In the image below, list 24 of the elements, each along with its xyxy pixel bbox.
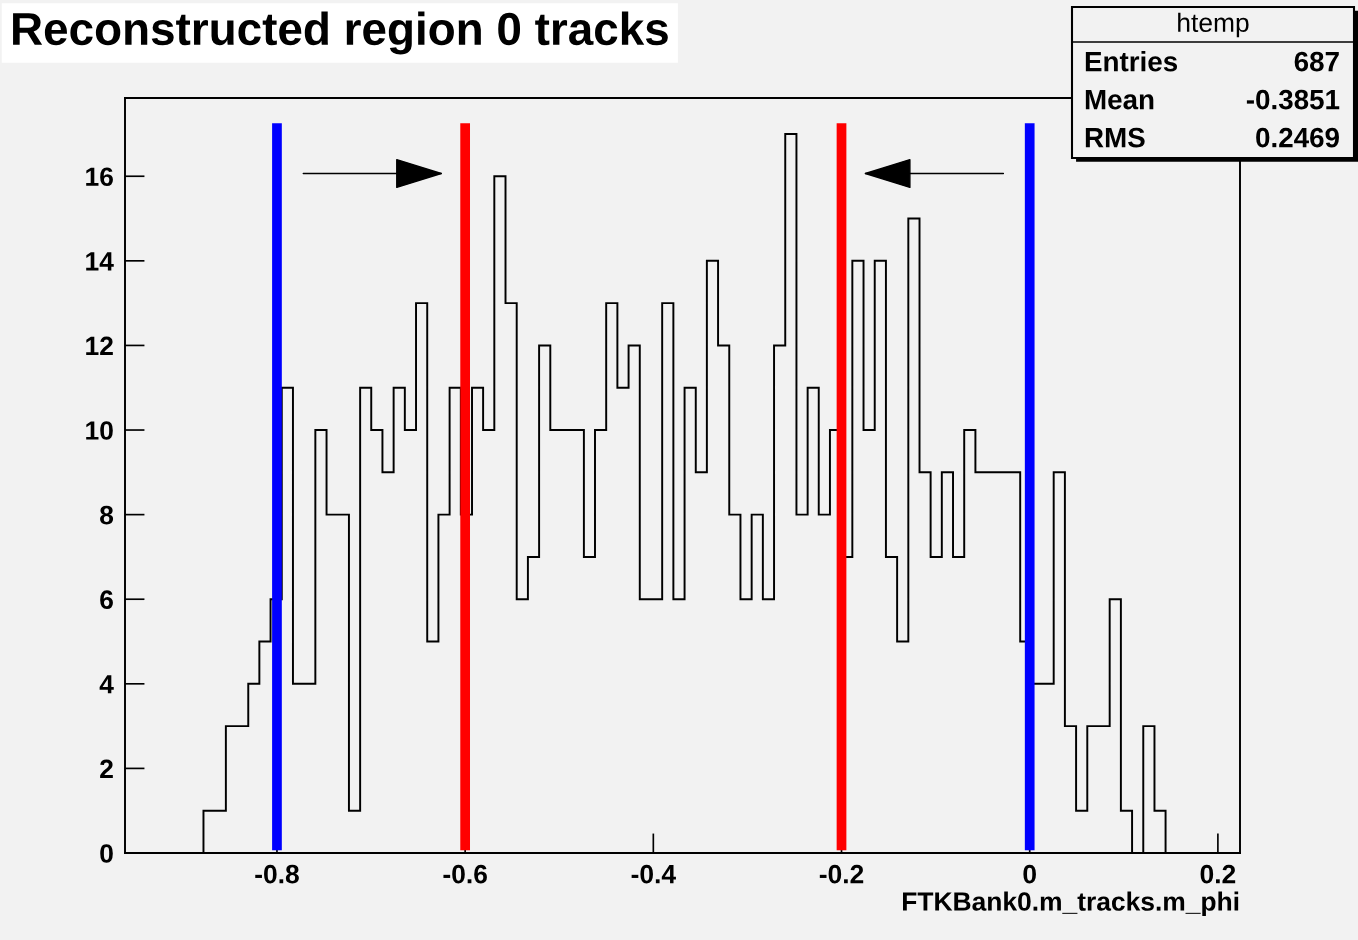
text: -0.3851 — [1246, 89, 1340, 110]
y-tick-label: 2 — [100, 759, 113, 778]
y-tick-label: 8 — [100, 505, 114, 525]
annotation: RMS — [1085, 127, 1145, 148]
text: Entries — [1085, 51, 1178, 72]
text: htemp — [1178, 12, 1249, 38]
text: 0.2469 — [1256, 127, 1339, 148]
annotation: Mean — [1085, 90, 1154, 110]
x-tick-label: -0.4 — [631, 864, 676, 884]
x-tick-label: -0.2 — [819, 864, 864, 884]
y-tick-label: 14 — [86, 252, 114, 271]
x-axis-title: FTKBank0.m_tracks.m_phi — [903, 891, 1239, 917]
x-tick-label: 0 — [1023, 864, 1036, 884]
y-tick-label: 16 — [86, 167, 113, 187]
y-tick-label: 12 — [86, 336, 113, 355]
text: 687 — [1294, 51, 1339, 72]
x-tick-label: 0.2 — [1200, 864, 1236, 884]
y-tick-label: 10 — [86, 421, 113, 440]
y-tick-label: 4 — [99, 675, 114, 694]
y-tick-label: 0 — [100, 844, 113, 863]
y-tick-label: 6 — [100, 590, 113, 610]
x-tick-label: -0.8 — [255, 864, 299, 884]
chart-title: Reconstructed region 0 tracks — [13, 11, 668, 55]
x-tick-label: -0.6 — [443, 864, 487, 884]
